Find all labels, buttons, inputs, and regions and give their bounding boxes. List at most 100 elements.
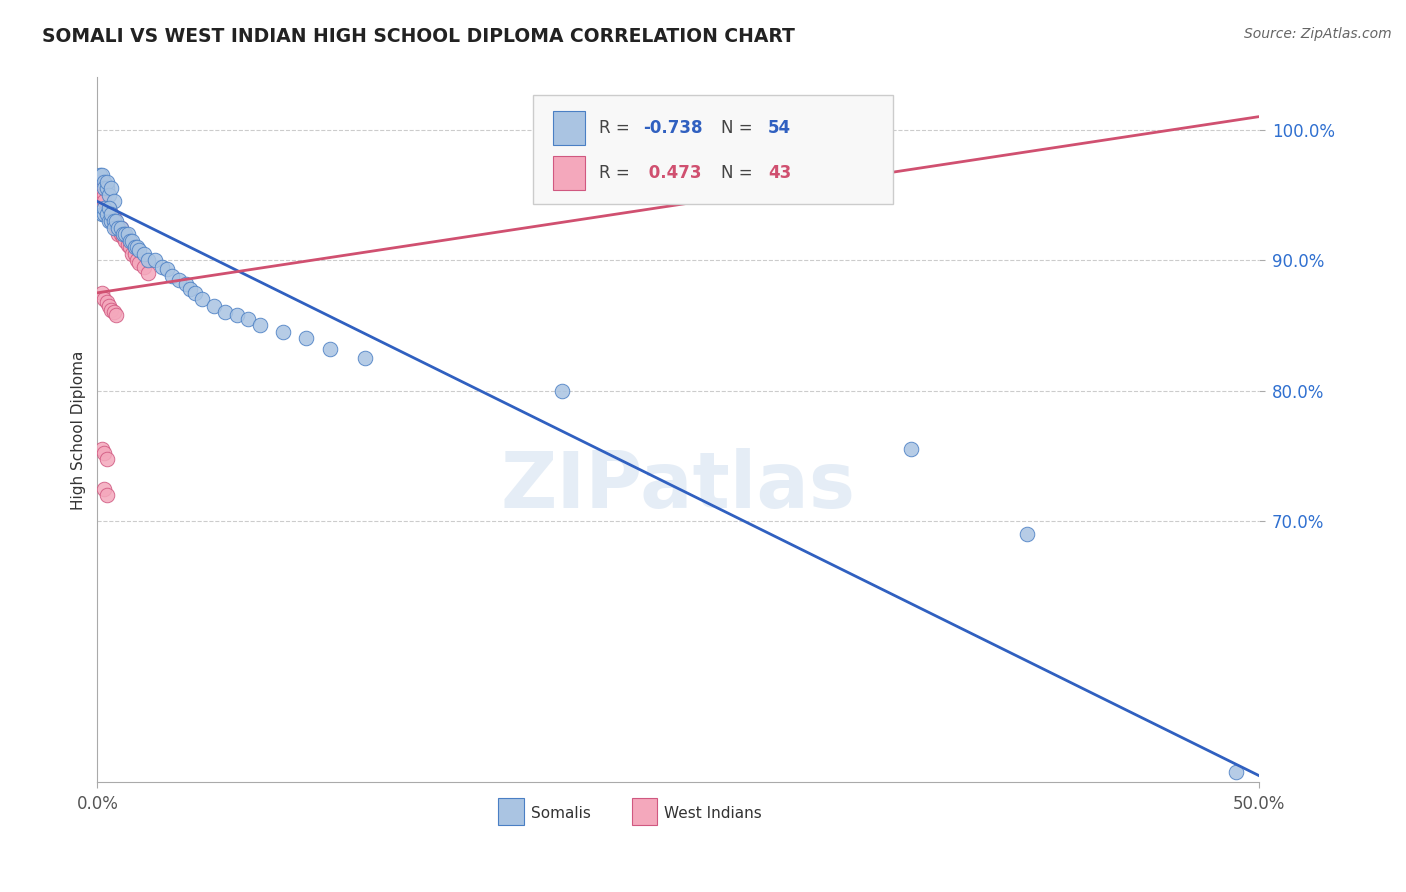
Point bbox=[145, 253, 167, 268]
Point bbox=[114, 227, 136, 241]
Point bbox=[110, 227, 132, 241]
Point bbox=[104, 214, 127, 228]
Point bbox=[179, 282, 201, 296]
Point bbox=[91, 442, 114, 457]
Point bbox=[100, 207, 122, 221]
Point bbox=[91, 285, 114, 300]
Point bbox=[114, 234, 136, 248]
Point bbox=[93, 207, 115, 221]
Point bbox=[128, 256, 150, 270]
Point bbox=[98, 188, 121, 202]
Point bbox=[104, 308, 127, 322]
Point bbox=[103, 305, 125, 319]
Point bbox=[93, 181, 115, 195]
Point bbox=[125, 253, 148, 268]
Point bbox=[98, 201, 121, 215]
Text: R =: R = bbox=[599, 163, 636, 182]
Point bbox=[100, 302, 122, 317]
Point bbox=[91, 169, 114, 183]
Bar bbox=[631, 797, 658, 824]
Point bbox=[319, 342, 342, 356]
Text: Source: ZipAtlas.com: Source: ZipAtlas.com bbox=[1244, 27, 1392, 41]
Point bbox=[98, 201, 121, 215]
Text: N =: N = bbox=[721, 163, 758, 182]
Point bbox=[107, 220, 129, 235]
Point bbox=[160, 268, 183, 283]
Point bbox=[124, 240, 146, 254]
Bar bbox=[553, 112, 585, 145]
Point bbox=[91, 207, 114, 221]
Point bbox=[174, 277, 197, 291]
Point bbox=[103, 220, 125, 235]
Point bbox=[128, 243, 150, 257]
Point bbox=[93, 188, 115, 202]
Text: 43: 43 bbox=[768, 163, 792, 182]
Point bbox=[121, 234, 143, 248]
Point bbox=[93, 293, 115, 307]
Point bbox=[103, 211, 125, 226]
Point bbox=[103, 217, 125, 231]
Point bbox=[1015, 527, 1038, 541]
Point bbox=[225, 308, 247, 322]
Point bbox=[110, 220, 132, 235]
Text: -0.738: -0.738 bbox=[644, 120, 703, 137]
Y-axis label: High School Diploma: High School Diploma bbox=[72, 351, 86, 509]
Point bbox=[96, 181, 118, 195]
Point bbox=[100, 207, 122, 221]
Point bbox=[132, 260, 155, 274]
Point bbox=[249, 318, 271, 333]
Text: 54: 54 bbox=[768, 120, 792, 137]
Point bbox=[121, 246, 143, 260]
Point bbox=[117, 227, 139, 241]
Point bbox=[807, 142, 830, 156]
Bar bbox=[498, 797, 524, 824]
Point bbox=[202, 299, 225, 313]
Point bbox=[124, 246, 146, 260]
Point bbox=[214, 305, 236, 319]
Point bbox=[96, 201, 118, 215]
Point bbox=[551, 384, 574, 398]
FancyBboxPatch shape bbox=[533, 95, 893, 204]
Point bbox=[111, 227, 134, 241]
Point bbox=[111, 229, 134, 244]
Point bbox=[900, 442, 922, 457]
Point bbox=[96, 175, 118, 189]
Point bbox=[103, 194, 125, 209]
Point bbox=[271, 325, 294, 339]
Point bbox=[98, 299, 121, 313]
Point bbox=[110, 220, 132, 235]
Point bbox=[118, 240, 141, 254]
Point bbox=[98, 214, 121, 228]
Point bbox=[93, 194, 115, 209]
Text: R =: R = bbox=[599, 120, 636, 137]
Text: 0.473: 0.473 bbox=[644, 163, 702, 182]
Point bbox=[104, 220, 127, 235]
Text: West Indians: West Indians bbox=[665, 806, 762, 822]
Point bbox=[138, 253, 160, 268]
Point bbox=[93, 482, 115, 496]
Point bbox=[132, 246, 155, 260]
Point bbox=[91, 181, 114, 195]
Point bbox=[184, 285, 207, 300]
Point bbox=[353, 351, 375, 365]
Point bbox=[191, 293, 214, 307]
Point bbox=[100, 214, 122, 228]
Point bbox=[238, 312, 260, 326]
Point bbox=[103, 214, 125, 228]
Text: N =: N = bbox=[721, 120, 758, 137]
Point bbox=[96, 451, 118, 466]
Point bbox=[713, 164, 735, 178]
Point bbox=[117, 237, 139, 252]
Point bbox=[91, 188, 114, 202]
Point bbox=[125, 240, 148, 254]
Point bbox=[96, 488, 118, 502]
Point bbox=[1225, 764, 1247, 779]
Point bbox=[96, 207, 118, 221]
Bar bbox=[553, 156, 585, 189]
Point bbox=[118, 234, 141, 248]
Point bbox=[748, 159, 770, 173]
Point bbox=[98, 207, 121, 221]
Text: ZIPatlas: ZIPatlas bbox=[501, 449, 856, 524]
Point bbox=[295, 331, 318, 345]
Point bbox=[138, 266, 160, 280]
